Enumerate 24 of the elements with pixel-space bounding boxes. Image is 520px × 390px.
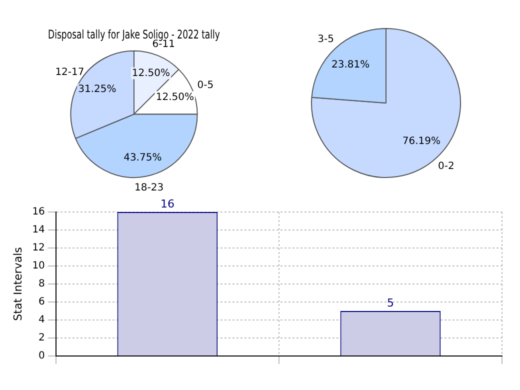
- y-tick-label: 10: [32, 260, 45, 272]
- slice-label: 18-23: [134, 182, 164, 194]
- slice-label: 6-11: [152, 39, 175, 50]
- slice-label: 3-5: [318, 34, 334, 46]
- y-tick-label: 6: [38, 296, 45, 308]
- y-tick-label: 4: [38, 314, 45, 326]
- y-tick-label: 8: [38, 278, 45, 290]
- y-tick-label: 16: [32, 206, 45, 218]
- y-tick-label: 2: [38, 332, 45, 344]
- slice-label: 0-2: [438, 161, 454, 172]
- slice-label: 0-5: [197, 80, 214, 91]
- data-label: 16: [160, 197, 174, 210]
- data-label: 76.19%: [402, 136, 441, 147]
- data-label: 12.50%: [156, 92, 194, 103]
- data-label: 43.75%: [124, 152, 162, 164]
- data-label: 12.50%: [132, 68, 170, 79]
- data-label: 5: [386, 296, 394, 310]
- y-axis-title: Stat Intervals: [11, 246, 24, 321]
- y-tick-label: 14: [32, 224, 45, 236]
- y-tick-label: 12: [32, 242, 45, 254]
- data-label: 23.81%: [331, 59, 370, 70]
- y-tick-label: 0: [38, 350, 45, 362]
- slice-label: 12-17: [55, 66, 84, 78]
- data-label: 31.25%: [78, 84, 116, 96]
